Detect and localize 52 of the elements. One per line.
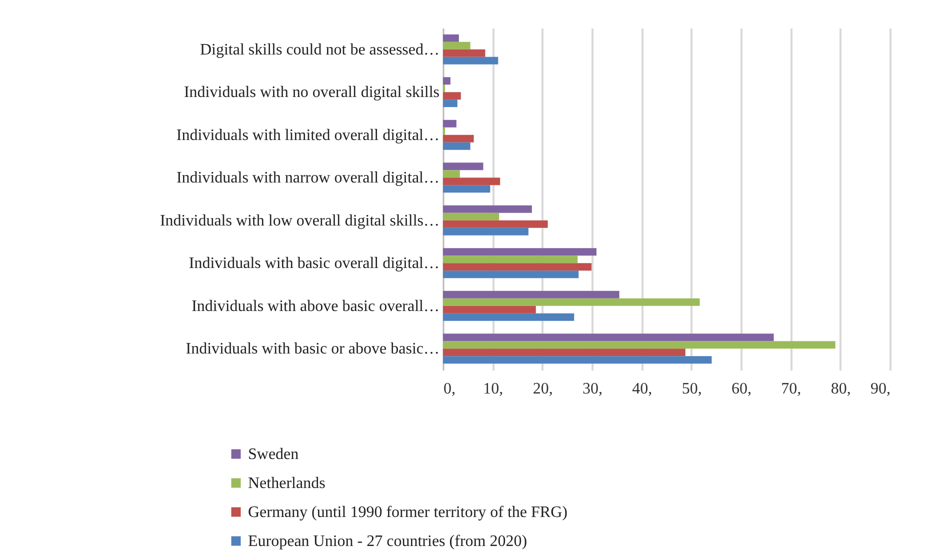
bar bbox=[443, 306, 536, 314]
y-tick-label: Individuals with no overall digital skills bbox=[184, 84, 440, 102]
bar bbox=[443, 178, 500, 186]
bar bbox=[443, 248, 596, 256]
y-tick-label: Digital skills could not be assessed… bbox=[200, 41, 440, 58]
x-tick-label: 70, bbox=[781, 380, 802, 398]
legend-label: European Union - 27 countries (from 2020) bbox=[248, 533, 528, 550]
bar bbox=[443, 334, 774, 342]
bar bbox=[443, 341, 836, 349]
bar bbox=[443, 120, 456, 128]
x-tick-label: 60, bbox=[732, 380, 752, 398]
bar bbox=[443, 77, 450, 85]
y-tick-label: Individuals with basic overall digital… bbox=[188, 255, 440, 272]
bar bbox=[443, 256, 578, 264]
bar bbox=[443, 92, 461, 100]
bar bbox=[443, 348, 686, 356]
bar bbox=[443, 220, 548, 228]
x-tick-label: 40, bbox=[632, 380, 652, 398]
bar bbox=[443, 170, 460, 178]
bar bbox=[443, 142, 470, 150]
x-tick-label: 90, bbox=[870, 380, 890, 398]
y-tick-label: Individuals with low overall digital skills… bbox=[160, 212, 440, 230]
bar bbox=[443, 49, 486, 57]
x-tick-label: 50, bbox=[682, 380, 702, 398]
bar bbox=[443, 228, 528, 236]
x-tick-label: 80, bbox=[830, 380, 851, 398]
bar bbox=[443, 212, 500, 220]
bar bbox=[443, 270, 579, 278]
bar bbox=[443, 162, 484, 170]
bar bbox=[443, 42, 470, 50]
bar bbox=[443, 263, 592, 271]
y-tick-label: Individuals with above basic overall… bbox=[192, 298, 440, 315]
bar bbox=[443, 34, 459, 42]
bar bbox=[443, 205, 532, 213]
y-tick-label: Individuals with narrow overall digital… bbox=[176, 170, 440, 187]
bar bbox=[443, 290, 620, 298]
x-tick-label: 10, bbox=[483, 380, 504, 398]
bar bbox=[443, 185, 490, 193]
y-tick-label: Individuals with basic or above basic… bbox=[186, 340, 440, 358]
x-tick-label: 20, bbox=[532, 380, 553, 398]
legend-label: Sweden bbox=[248, 446, 299, 463]
x-tick-label: 0, bbox=[444, 380, 456, 398]
bar bbox=[443, 313, 574, 321]
bar bbox=[443, 298, 700, 306]
x-tick-label: 30, bbox=[582, 380, 602, 398]
y-tick-label: Individuals with limited overall digital… bbox=[176, 126, 440, 144]
legend-label: Germany (until 1990 former territory of the FRG) bbox=[248, 504, 568, 521]
legend-label: Netherlands bbox=[248, 475, 326, 492]
bar bbox=[443, 134, 474, 142]
bar bbox=[443, 100, 458, 108]
bar bbox=[443, 56, 498, 64]
bar bbox=[443, 356, 712, 364]
